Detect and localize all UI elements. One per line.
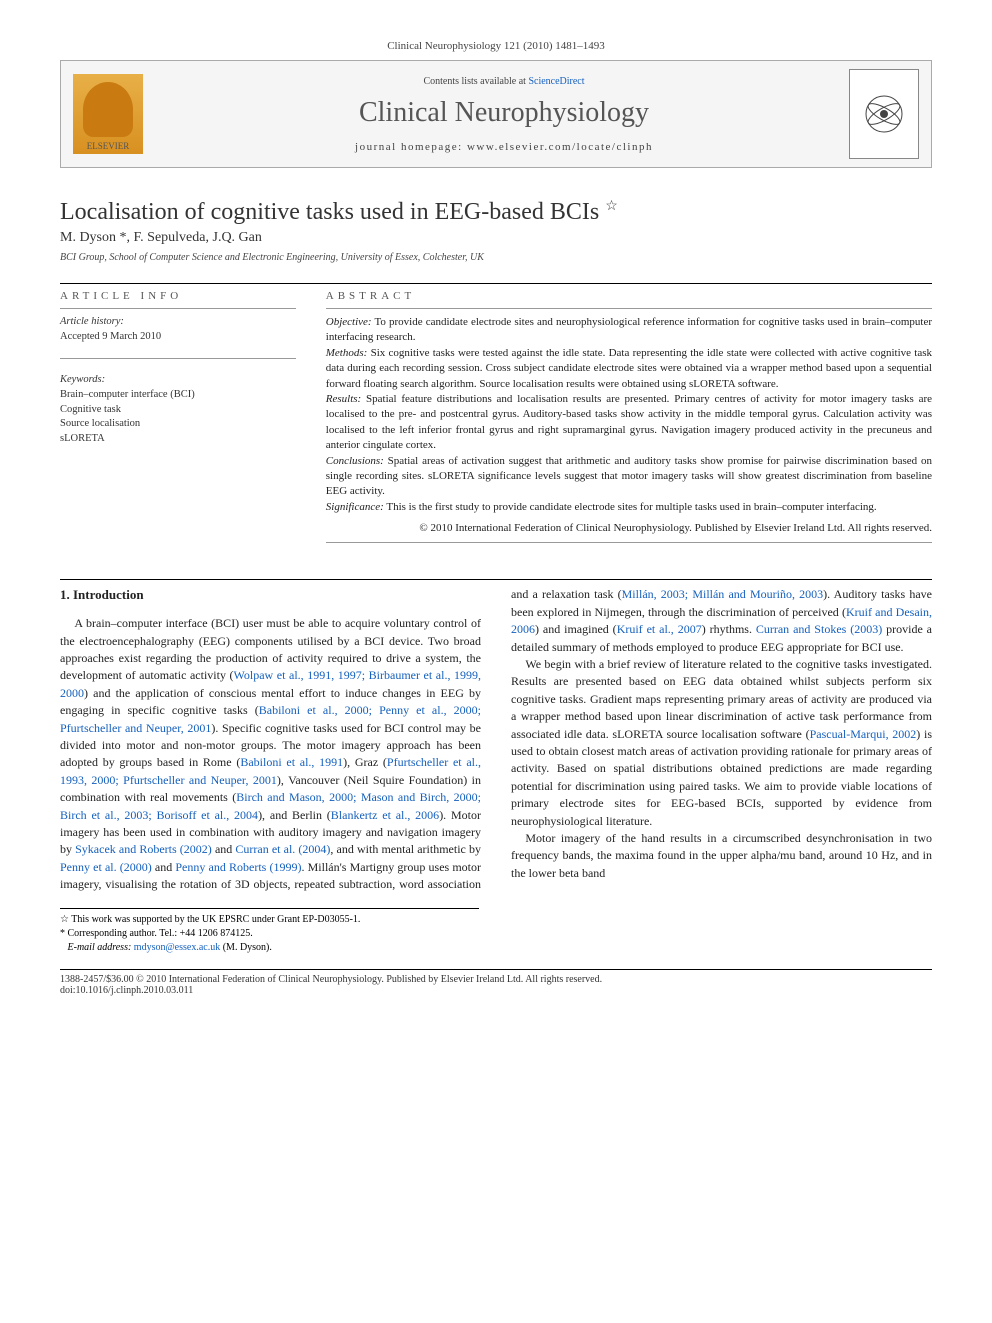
contents-available-text: Contents lists available at bbox=[423, 76, 528, 87]
funding-footnote: ☆ This work was supported by the UK EPSR… bbox=[60, 913, 479, 927]
journal-cover-thumbnail bbox=[849, 69, 919, 159]
abstract-conclusions-label: Conclusions: bbox=[326, 455, 384, 467]
journal-header-center: Contents lists available at ScienceDirec… bbox=[159, 76, 849, 153]
contents-line: Contents lists available at ScienceDirec… bbox=[159, 76, 849, 87]
running-header: Clinical Neurophysiology 121 (2010) 1481… bbox=[60, 40, 932, 52]
affiliation: BCI Group, School of Computer Science an… bbox=[60, 252, 932, 263]
intro-text: ), and Berlin ( bbox=[258, 808, 331, 822]
elsevier-label: ELSEVIER bbox=[87, 141, 130, 151]
abstract-significance-label: Significance: bbox=[326, 501, 384, 513]
history-value: Accepted 9 March 2010 bbox=[60, 330, 296, 345]
citation-link[interactable]: Babiloni et al., 1991 bbox=[240, 755, 343, 769]
intro-heading: 1. Introduction bbox=[60, 586, 481, 605]
elsevier-tree-icon bbox=[83, 82, 133, 137]
divider bbox=[60, 579, 932, 580]
intro-text: ) rhythms. bbox=[702, 622, 756, 636]
keyword: Cognitive task bbox=[60, 403, 296, 418]
intro-text: Motor imagery of the hand results in a c… bbox=[511, 831, 932, 880]
divider-light bbox=[60, 308, 296, 309]
citation-link[interactable]: Sykacek and Roberts (2002) bbox=[75, 842, 212, 856]
intro-text: , and bbox=[330, 842, 357, 856]
title-footnote-marker: ☆ bbox=[605, 199, 618, 214]
divider-light bbox=[326, 308, 932, 309]
abstract-methods: Six cognitive tasks were tested against … bbox=[326, 347, 932, 390]
footnotes-block: ☆ This work was supported by the UK EPSR… bbox=[60, 908, 479, 955]
citation-link[interactable]: Millán, 2003; Millán and Mouriño, 2003 bbox=[622, 587, 824, 601]
title-text: Localisation of cognitive tasks used in … bbox=[60, 199, 599, 225]
citation-link[interactable]: Curran et al. (2004) bbox=[235, 842, 330, 856]
article-info-block: Article history: Accepted 9 March 2010 K… bbox=[60, 315, 296, 447]
abstract-heading: ABSTRACT bbox=[326, 290, 932, 302]
sciencedirect-link[interactable]: ScienceDirect bbox=[528, 76, 584, 87]
divider bbox=[60, 283, 932, 284]
citation-link[interactable]: Pascual-Marqui, 2002 bbox=[810, 727, 917, 741]
abstract-objective-label: Objective: bbox=[326, 316, 372, 328]
email-link[interactable]: mdyson@essex.ac.uk bbox=[134, 942, 220, 953]
citation-link[interactable]: Kruif et al., 2007 bbox=[617, 622, 702, 636]
divider-light bbox=[326, 542, 932, 543]
elsevier-logo: ELSEVIER bbox=[73, 74, 143, 154]
intro-text: and bbox=[212, 842, 236, 856]
keyword: Brain–computer interface (BCI) bbox=[60, 388, 296, 403]
body-two-column: 1. Introduction A brain–computer interfa… bbox=[60, 586, 932, 893]
cover-icon bbox=[859, 89, 909, 139]
author-list: M. Dyson *, F. Sepulveda, J.Q. Gan bbox=[60, 230, 932, 246]
citation-link[interactable]: Penny et al. (2000) bbox=[60, 860, 152, 874]
abstract-objective: To provide candidate electrode sites and… bbox=[326, 316, 932, 343]
article-page: Clinical Neurophysiology 121 (2010) 1481… bbox=[0, 0, 992, 1026]
intro-paragraph: We begin with a brief review of literatu… bbox=[511, 656, 932, 830]
email-label: E-mail address: bbox=[68, 942, 134, 953]
abstract-column: ABSTRACT Objective: To provide candidate… bbox=[326, 290, 932, 549]
citation-link[interactable]: Penny and Roberts (1999) bbox=[175, 860, 301, 874]
intro-text: and bbox=[152, 860, 176, 874]
abstract-results-label: Results: bbox=[326, 393, 361, 405]
abstract-conclusions: Spatial areas of activation suggest that… bbox=[326, 455, 932, 498]
abstract-text: Objective: To provide candidate electrod… bbox=[326, 315, 932, 536]
abstract-results: Spatial feature distributions and locali… bbox=[326, 393, 932, 451]
email-footnote: E-mail address: mdyson@essex.ac.uk (M. D… bbox=[60, 941, 479, 955]
journal-header-box: ELSEVIER Contents lists available at Sci… bbox=[60, 60, 932, 168]
abstract-copyright: © 2010 International Federation of Clini… bbox=[326, 521, 932, 536]
keywords-label: Keywords: bbox=[60, 373, 296, 388]
article-info-heading: ARTICLE INFO bbox=[60, 290, 296, 302]
journal-homepage: journal homepage: www.elsevier.com/locat… bbox=[159, 141, 849, 153]
journal-name: Clinical Neurophysiology bbox=[159, 97, 849, 129]
citation-link[interactable]: Blankertz et al., 2006 bbox=[331, 808, 439, 822]
intro-paragraph: Motor imagery of the hand results in a c… bbox=[511, 830, 932, 882]
info-abstract-row: ARTICLE INFO Article history: Accepted 9… bbox=[60, 290, 932, 549]
keyword: sLORETA bbox=[60, 432, 296, 447]
keyword: Source localisation bbox=[60, 417, 296, 432]
article-info-column: ARTICLE INFO Article history: Accepted 9… bbox=[60, 290, 296, 549]
footer-doi: doi:10.1016/j.clinph.2010.03.011 bbox=[60, 985, 932, 996]
footer-issn: 1388-2457/$36.00 © 2010 International Fe… bbox=[60, 974, 932, 985]
history-label: Article history: bbox=[60, 315, 296, 330]
corresponding-author-footnote: * Corresponding author. Tel.: +44 1206 8… bbox=[60, 927, 479, 941]
footer-block: 1388-2457/$36.00 © 2010 International Fe… bbox=[60, 969, 932, 996]
email-suffix: (M. Dyson). bbox=[220, 942, 272, 953]
abstract-significance: This is the first study to provide candi… bbox=[384, 501, 877, 513]
intro-text: ) and imagined ( bbox=[535, 622, 617, 636]
intro-text: with mental arithmetic by bbox=[357, 842, 481, 856]
abstract-methods-label: Methods: bbox=[326, 347, 368, 359]
citation-link[interactable]: Curran and Stokes (2003) bbox=[756, 622, 882, 636]
article-title: Localisation of cognitive tasks used in … bbox=[60, 198, 932, 226]
intro-text: ) is used to obtain closest match areas … bbox=[511, 727, 932, 828]
intro-text: ), Graz ( bbox=[343, 755, 387, 769]
divider-light bbox=[60, 358, 296, 359]
